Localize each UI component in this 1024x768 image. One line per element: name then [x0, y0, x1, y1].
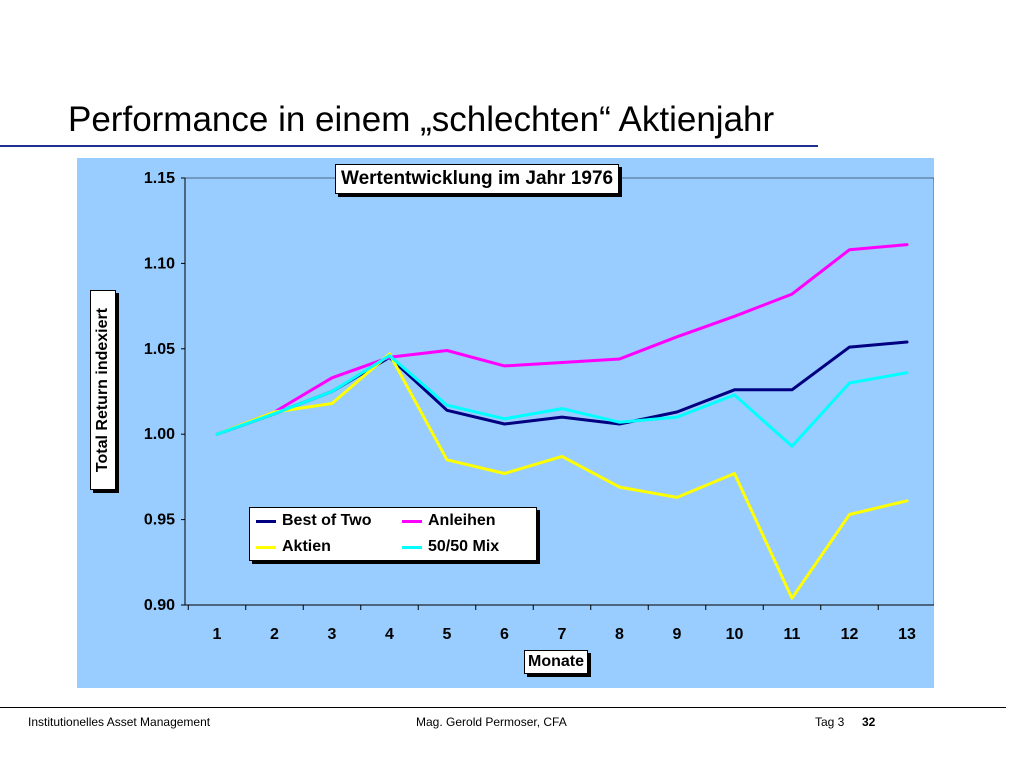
title-underline [0, 145, 818, 147]
y-tick-label: 1.10 [144, 255, 175, 272]
legend-label-50-50-mix: 50/50 Mix [428, 538, 500, 555]
footer-course: Institutionelles Asset Management [28, 715, 211, 729]
chart-legend: Best of Two Anleihen Aktien 50/50 Mix [249, 507, 537, 561]
x-tick-label: 10 [726, 626, 744, 643]
footer-divider [0, 707, 1006, 708]
legend-swatch-50-50-mix [402, 545, 422, 549]
legend-label-anleihen: Anleihen [428, 512, 496, 529]
legend-item-aktien: Aktien [256, 538, 331, 556]
footer-author: Mag. Gerold Permoser, CFA [416, 715, 567, 729]
x-tick-label: 7 [558, 626, 567, 643]
x-tick-label: 5 [443, 626, 452, 643]
x-tick-label: 4 [385, 626, 394, 643]
y-tick-label: 0.90 [144, 597, 175, 614]
legend-label-best-of-two: Best of Two [282, 512, 372, 529]
x-tick-label: 3 [328, 626, 337, 643]
x-tick-label: 11 [784, 626, 801, 643]
x-tick-label: 8 [615, 626, 624, 643]
chart-title: Wertentwicklung im Jahr 1976 [335, 164, 620, 194]
series-line-50-50-mix [215, 354, 909, 448]
x-axis-title: Monate [524, 650, 588, 674]
slide-title: Performance in einem „schlechten“ Aktien… [68, 100, 775, 139]
y-tick-label: 1.05 [144, 341, 175, 358]
y-tick-label: 0.95 [144, 512, 175, 529]
legend-swatch-best-of-two [256, 519, 276, 523]
x-tick-label: 9 [673, 626, 682, 643]
series-line-anleihen [215, 243, 909, 436]
y-tick-label: 1.00 [144, 426, 175, 443]
legend-swatch-aktien [256, 545, 276, 549]
legend-label-aktien: Aktien [282, 538, 331, 555]
x-tick-label: 2 [270, 626, 279, 643]
legend-swatch-anleihen [402, 519, 422, 523]
y-axis-title-box: Total Return indexiert [90, 290, 116, 490]
legend-item-50-50-mix: 50/50 Mix [402, 538, 499, 556]
x-tick-label: 1 [213, 626, 222, 643]
y-axis-title: Total Return indexiert [94, 307, 111, 473]
series-line-aktien [215, 352, 909, 600]
y-tick-label: 1.15 [144, 170, 175, 187]
x-tick-label: 12 [841, 626, 859, 643]
page-number: 32 [862, 715, 876, 729]
line-chart: 0.900.951.001.051.101.151 2 3 4 5 6 7 8 9 10 11 12 1… [144, 170, 934, 643]
x-tick-label: 13 [898, 626, 916, 643]
x-tick-label: 6 [500, 626, 509, 643]
legend-item-anleihen: Anleihen [402, 512, 496, 530]
series-line-best-of-two [215, 340, 909, 436]
legend-item-best-of-two: Best of Two [256, 512, 371, 530]
footer-day: Tag 3 [815, 715, 845, 729]
